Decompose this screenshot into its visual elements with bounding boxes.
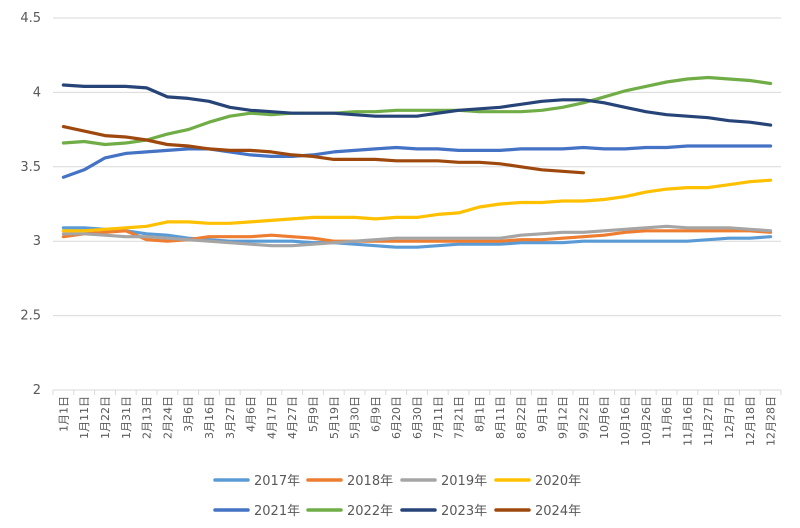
series-line-2019年 — [61, 224, 773, 248]
x-tick-label: 6月30日 — [411, 396, 424, 439]
x-tick-label: 3月27日 — [224, 396, 237, 439]
x-tick-label: 3月16日 — [203, 396, 216, 439]
x-tick-label: 5月30日 — [349, 396, 362, 439]
x-tick-label: 10月26日 — [640, 396, 653, 446]
x-tick-label: 4月27日 — [286, 396, 299, 439]
x-tick-label: 11月6日 — [661, 396, 674, 439]
x-tick-label: 10月16日 — [619, 396, 632, 446]
x-tick-label: 8月11日 — [494, 396, 507, 439]
series-line-2017年 — [61, 226, 773, 249]
y-tick-label: 4.5 — [20, 11, 41, 26]
x-tick-label: 2月24日 — [161, 396, 174, 439]
x-tick-label: 1月22日 — [99, 396, 112, 439]
x-tick-label: 11月27日 — [702, 396, 715, 446]
x-tick-label: 8月22日 — [515, 396, 528, 439]
x-tick-label: 8月1日 — [473, 396, 486, 432]
series-lines — [61, 75, 773, 249]
series-line-2023年 — [61, 83, 773, 127]
x-tick-label: 9月1日 — [536, 396, 549, 432]
x-tick-label: 4月17日 — [265, 396, 278, 439]
series-line-2021年 — [61, 144, 773, 179]
x-tick-label: 5月9日 — [307, 396, 320, 432]
x-axis: 1月1日 1月11日 1月22日 1月31日 2月13日 2月24日 3月6日 3月16日 3月… — [52, 389, 782, 446]
x-tick-label: 9月22日 — [577, 396, 590, 439]
x-tick-label: 12月28日 — [765, 396, 778, 446]
x-tick-label: 12月7日 — [723, 396, 736, 439]
x-tick-label: 1月31日 — [120, 396, 133, 439]
legend-label: 2022年 — [347, 504, 393, 519]
gridlines — [53, 17, 781, 391]
x-tick-label: 6月20日 — [390, 396, 403, 439]
x-tick-label: 3月6日 — [182, 396, 195, 432]
series-line-2024年 — [61, 125, 585, 175]
x-tick-label: 1月1日 — [57, 396, 70, 432]
x-tick-label: 12月18日 — [744, 396, 757, 446]
legend-label: 2023年 — [441, 504, 487, 519]
x-tick-label: 5月19日 — [328, 396, 341, 439]
x-tick-label: 2月13日 — [141, 396, 154, 439]
y-tick-label: 2.5 — [20, 309, 41, 324]
legend: 2017年 2018年 2019年 2020年 2021年 2022年 2023年 2024年 — [213, 474, 581, 519]
legend-label: 2017年 — [254, 474, 300, 489]
x-tick-label: 9月12日 — [557, 396, 570, 439]
x-tick-label: 10月6日 — [598, 396, 611, 439]
series-line-2020年 — [61, 178, 773, 233]
x-tick-label: 7月11日 — [432, 396, 445, 439]
legend-label: 2019年 — [441, 474, 487, 489]
x-tick-label: 6月9日 — [369, 396, 382, 432]
y-tick-label: 4 — [33, 85, 41, 100]
legend-label: 2021年 — [254, 504, 300, 519]
x-tick-label: 1月11日 — [78, 396, 91, 439]
legend-label: 2018年 — [347, 474, 393, 489]
x-tick-label: 4月6日 — [245, 396, 258, 432]
y-tick-label: 2 — [33, 383, 41, 398]
series-line-2022年 — [61, 75, 773, 147]
y-tick-label: 3 — [33, 234, 41, 249]
x-tick-label: 11月16日 — [681, 396, 694, 446]
legend-label: 2020年 — [535, 474, 581, 489]
legend-label: 2024年 — [535, 504, 581, 519]
y-tick-label: 3.5 — [20, 160, 41, 175]
y-axis-ticks: 2 2.5 3 3.5 4 4.5 — [20, 11, 41, 398]
x-tick-label: 7月21日 — [453, 396, 466, 439]
